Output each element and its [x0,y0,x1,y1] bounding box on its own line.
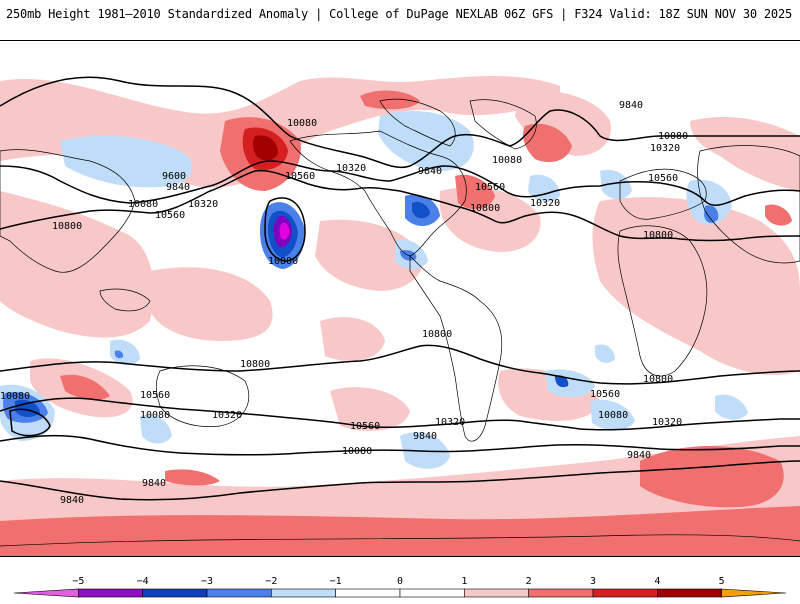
contour-closed-low-southwest [9,408,51,437]
contour-label: 10320 [652,417,682,428]
colorbar-segment [721,588,787,598]
contour-label: 10560 [475,182,505,193]
height-contours [0,76,800,501]
contour-10800-south [0,344,800,385]
contour-label: 9840 [627,450,651,461]
colorbar-segment [657,588,722,598]
contour-label: 10800 [643,374,673,385]
contour-label: 10080 [128,199,158,210]
contour-label: 10080 [492,155,522,166]
colorbar-segment [271,588,336,598]
contour-label: 10800 [52,221,82,232]
contour-label: 9840 [619,100,643,111]
contour-label: 9600 [162,171,186,182]
contour-label: 10560 [155,210,185,221]
contour-label: 9840 [142,478,166,489]
colorbar-tick-label: 2 [526,576,532,587]
colorbar-svg: −5 −4 −3 −2 −1 0 1 2 3 4 5 [13,576,787,598]
contour-label: 10800 [470,203,500,214]
contour-label: 10080 [0,391,30,402]
contour-label: 9840 [166,182,190,193]
contour-label: 10320 [212,410,242,421]
contour-label: 10320 [650,143,680,154]
contour-label: 9840 [413,431,437,442]
colorbar-tick-label: −4 [137,576,149,587]
contour-label: 10800 [643,230,673,241]
colorbar-segment [464,588,529,598]
map-canvas: 10080 9600 9840 10080 10560 10320 10800 … [0,41,800,556]
contour-10080-south [0,434,800,456]
contour-label: 10560 [285,171,315,182]
contour-label: 10080 [598,410,628,421]
contour-label: 10800 [422,329,452,340]
colorbar-segment [335,588,401,598]
contour-10320 [0,160,800,206]
contour-label: 10560 [140,390,170,401]
colorbar-tick-label: 3 [590,576,596,587]
contour-label: 10800 [268,256,298,267]
model-run-info: 06Z GFS | F324 Valid: 18Z SUN NOV 30 202… [503,7,792,21]
colorbar-tick-label: 4 [654,576,660,587]
contour-labels: 10080 9600 9840 10080 10560 10320 10800 … [0,100,688,506]
contour-label: 10320 [435,417,465,428]
contour-10800 [0,169,800,242]
colorbar-segment [142,588,208,598]
contour-label: 10080 [140,410,170,421]
colorbar-tick-label: −1 [330,576,342,587]
contour-label: 10560 [590,389,620,400]
contour-label: 10320 [530,198,560,209]
colorbar-tick-label: −3 [201,576,213,587]
contour-label: 10080 [287,118,317,129]
colorbar-tick-label: 5 [719,576,725,587]
colorbar-segment [399,588,465,598]
contour-label: 10080 [342,446,372,457]
map-title: 250mb Height 1981–2010 Standardized Anom… [6,7,498,21]
contour-label: 9840 [60,495,84,506]
negative-anomaly-shading [0,111,748,469]
colorbar-segment [528,588,594,598]
contour-label: 10560 [648,173,678,184]
contour-9840-north [0,76,800,168]
colorbar-ticks: −5 −4 −3 −2 −1 0 1 2 3 4 5 [72,576,724,587]
contour-label: 10320 [336,163,366,174]
colorbar-tick-label: −5 [72,576,84,587]
title-bar: 250mb Height 1981–2010 Standardized Anom… [0,0,800,38]
colorbar-segments [13,588,787,598]
colorbar-segment [206,588,272,598]
colorbar-tick-label: 0 [397,576,403,587]
contour-9840-south [0,460,800,501]
anomaly-colorbar: −5 −4 −3 −2 −1 0 1 2 3 4 5 [0,570,800,600]
colorbar-tick-label: −2 [265,576,277,587]
contour-label: 10080 [658,131,688,142]
contour-label: 10800 [240,359,270,370]
colorbar-segment [592,588,658,598]
colorbar-segment [13,588,79,598]
contour-label: 10320 [188,199,218,210]
contour-10320-south [0,397,800,431]
contour-label: 10560 [350,421,380,432]
colorbar-segment [78,588,143,598]
contour-label: 9840 [418,166,442,177]
anomaly-map: 10080 9600 9840 10080 10560 10320 10800 … [0,40,800,557]
contour-closed-low [264,197,306,262]
colorbar-tick-label: 1 [461,576,467,587]
